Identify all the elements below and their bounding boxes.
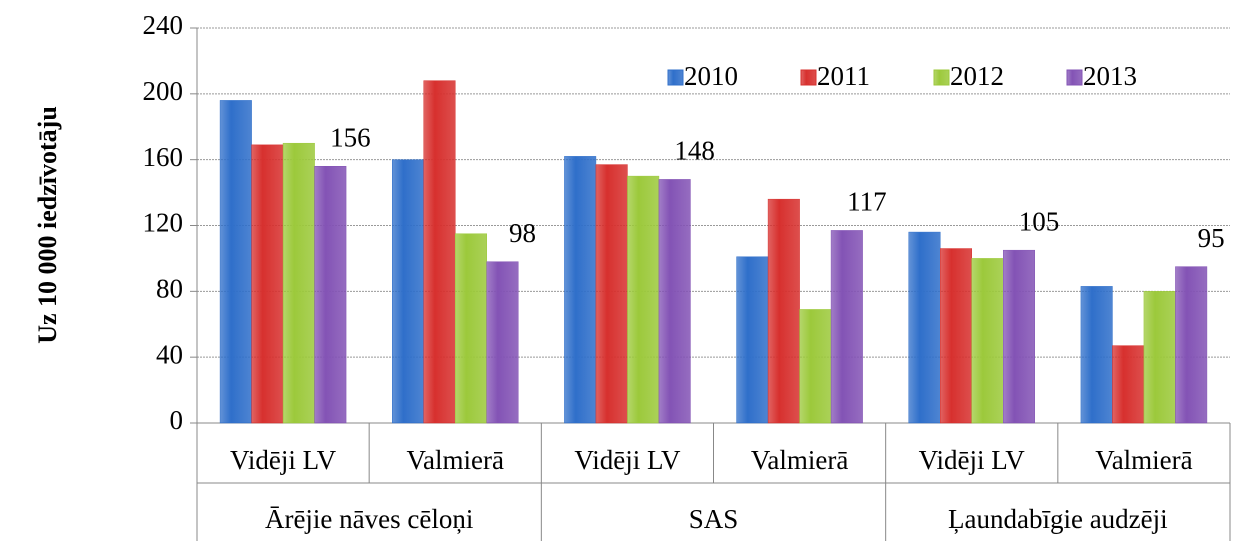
x-tick-label: Vidēji LV (230, 445, 337, 475)
data-label: 117 (847, 187, 887, 217)
bar (282, 142, 315, 424)
bar (658, 179, 691, 424)
legend-label: 2011 (817, 61, 870, 91)
y-axis-label: Uz 10 000 iedzīvotāju (33, 106, 62, 344)
x-group-label: Ārējie nāves cēloņi (265, 504, 473, 534)
bar (251, 144, 284, 424)
y-tick-label: 80 (156, 274, 183, 304)
bar (314, 166, 347, 424)
bar (908, 231, 941, 424)
bar (219, 100, 252, 424)
bar (564, 156, 597, 424)
bar (595, 164, 628, 424)
bar (1080, 286, 1113, 424)
legend-swatch (1066, 69, 1083, 86)
data-label: 156 (330, 122, 371, 152)
y-tick-label: 200 (143, 76, 184, 106)
bar (627, 175, 660, 424)
x-tick-label: Valmierā (407, 445, 504, 475)
bar (1143, 291, 1176, 424)
bar (830, 230, 863, 424)
y-tick-label: 40 (156, 339, 183, 369)
bar (1175, 266, 1208, 424)
legend-label: 2013 (1083, 61, 1137, 91)
bar (940, 248, 972, 424)
x-group-label: Ļaundabīgie audzēji (948, 504, 1168, 534)
legend-swatch (933, 69, 950, 86)
x-tick-label: Vidēji LV (919, 445, 1026, 475)
data-label: 98 (509, 218, 536, 248)
y-tick-label: 120 (143, 208, 184, 238)
x-tick-label: Vidēji LV (574, 445, 681, 475)
bar (1003, 249, 1035, 424)
y-tick-label: 240 (143, 10, 184, 40)
y-tick-label: 160 (143, 142, 184, 172)
bar (971, 258, 1004, 424)
data-label: 105 (1019, 206, 1060, 236)
y-tick-label: 0 (170, 405, 184, 435)
x-tick-label: Valmierā (1095, 445, 1192, 475)
bar (799, 309, 832, 424)
bar (486, 261, 519, 424)
data-label: 95 (1198, 223, 1225, 253)
bar (392, 159, 424, 424)
bar (423, 80, 456, 424)
data-label: 148 (674, 136, 715, 166)
bar (767, 198, 800, 424)
bar (736, 256, 769, 424)
legend-label: 2010 (684, 61, 738, 91)
x-tick-label: Valmierā (751, 445, 848, 475)
bar (1112, 345, 1145, 424)
legend-swatch (800, 69, 817, 86)
legend-swatch (667, 69, 684, 86)
x-group-label: SAS (689, 504, 739, 534)
bar (455, 233, 487, 424)
legend-label: 2012 (950, 61, 1004, 91)
